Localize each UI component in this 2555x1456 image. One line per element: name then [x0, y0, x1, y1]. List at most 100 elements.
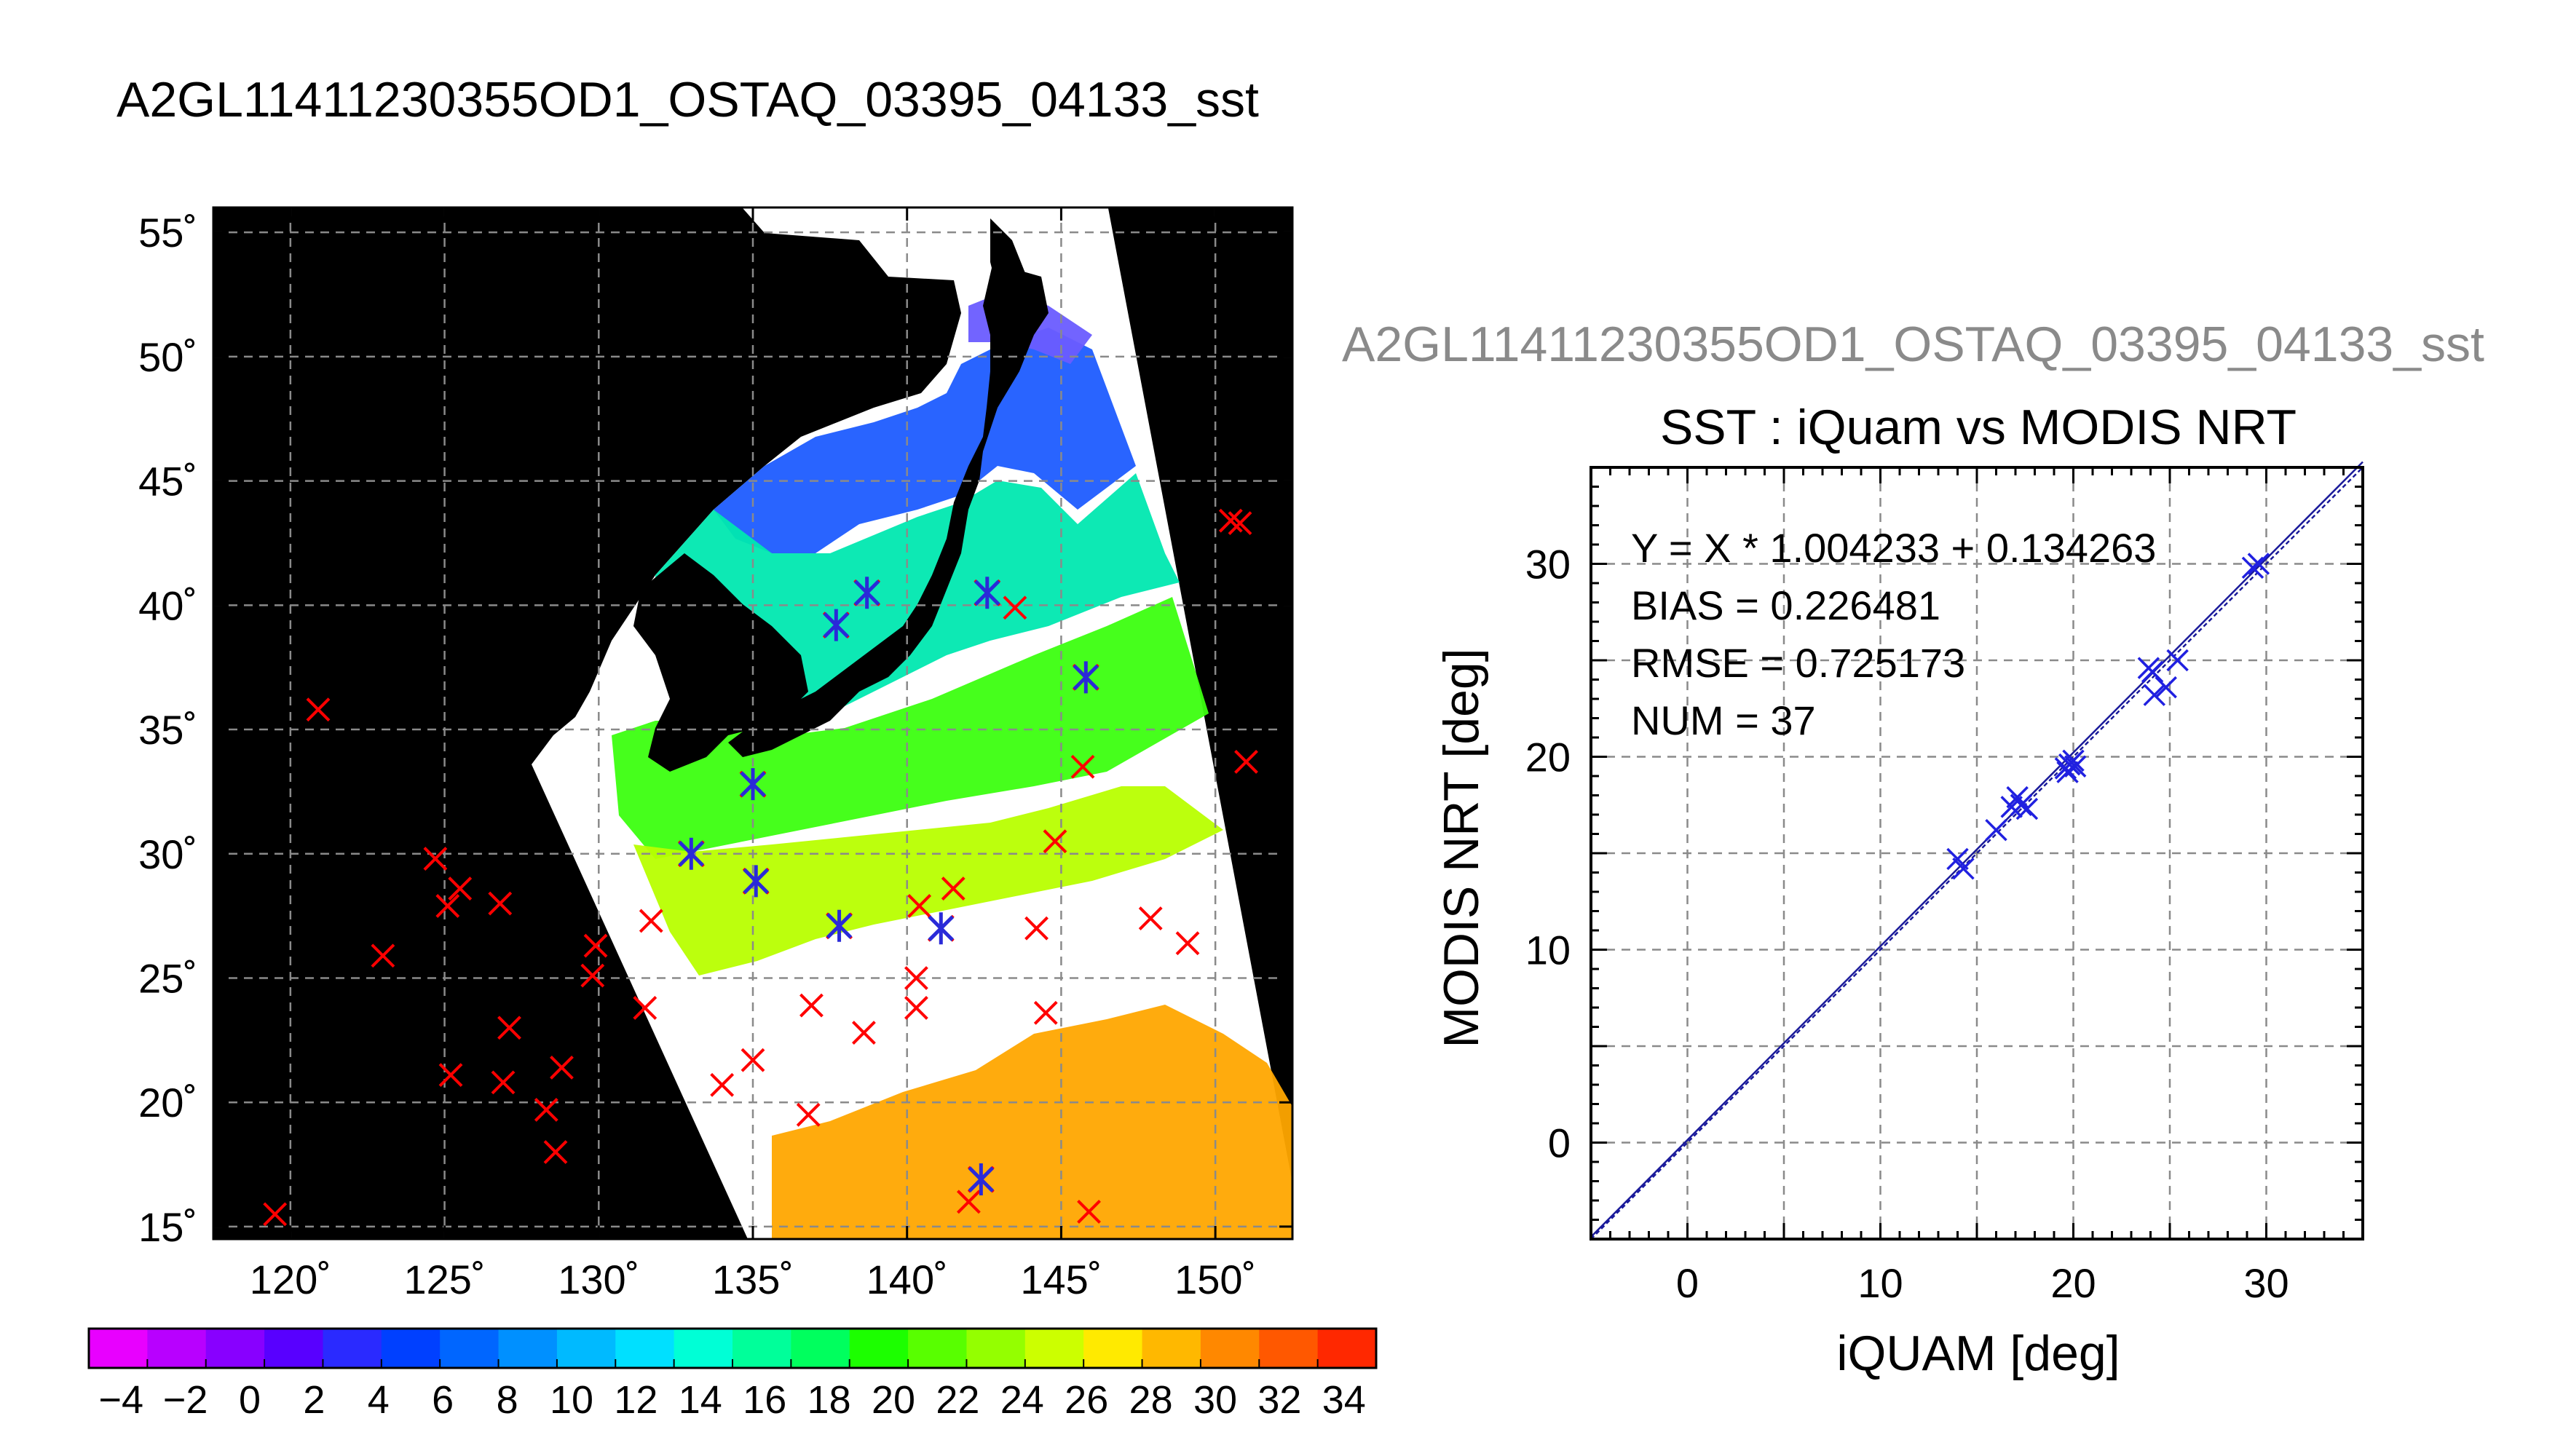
map-marker-matched — [1072, 661, 1099, 694]
map-marker-red — [371, 943, 395, 968]
colorbar-segment — [440, 1329, 499, 1368]
map-marker-blue-star — [740, 768, 766, 801]
scatter-ytick-label: 10 — [1525, 927, 1571, 973]
map-marker-blue-star — [1073, 661, 1099, 694]
map-marker-matched — [739, 768, 767, 801]
scatter-ytick-label: 0 — [1548, 1120, 1571, 1166]
colorbar-segment — [791, 1329, 850, 1368]
scatter-xtick-label: 0 — [1676, 1260, 1699, 1306]
colorbar-segment — [849, 1329, 909, 1368]
colorbar-segment — [1024, 1329, 1084, 1368]
map-marker-red — [497, 1016, 521, 1040]
regression-line — [1590, 461, 2364, 1238]
map-marker-blue-star — [678, 837, 705, 870]
colorbar-segment — [498, 1329, 558, 1368]
colorbar-label: 10 — [550, 1378, 593, 1422]
colorbar-label: 26 — [1065, 1378, 1108, 1422]
colorbar-segment — [732, 1329, 791, 1368]
colorbar-segment — [908, 1329, 967, 1368]
map-lat-tick-label: 15˚ — [138, 1204, 197, 1250]
colorbar-segment — [323, 1329, 382, 1368]
colorbar-segment — [264, 1329, 323, 1368]
map-markers — [263, 508, 1258, 1227]
map-marker-red — [263, 1202, 288, 1227]
colorbar-label: 34 — [1322, 1378, 1366, 1422]
map-marker-red — [1138, 906, 1163, 930]
map-marker-blue-star — [853, 577, 880, 609]
colorbar-segment — [1200, 1329, 1260, 1368]
page-title: A2GL11411230355OD1_OSTAQ_03395_04133_sst — [117, 72, 1259, 127]
scatter-xtick-label: 10 — [1857, 1260, 1903, 1306]
scatter-point — [1946, 847, 1969, 871]
map-marker-matched — [742, 865, 770, 898]
map-marker-red — [550, 1055, 574, 1080]
colorbar-label: 16 — [743, 1378, 786, 1422]
map-marker-red — [1234, 750, 1258, 774]
map-lon-tick-label: 125˚ — [404, 1257, 486, 1302]
scatter-xlabel: iQUAM [deg] — [1836, 1326, 2120, 1381]
map-marker-red — [852, 1021, 876, 1045]
scatter-stat-line: BIAS = 0.226481 — [1631, 582, 1940, 628]
colorbar-label: 24 — [1000, 1378, 1044, 1422]
scatter-point — [2241, 556, 2264, 579]
colorbar-segment — [205, 1329, 265, 1368]
map-marker-red — [534, 1098, 558, 1122]
colorbar-segment — [1259, 1329, 1319, 1368]
colorbar-label: −2 — [163, 1378, 208, 1422]
map-marker-blue-star — [974, 577, 1000, 609]
map-marker-red — [423, 847, 448, 871]
scatter-point — [2166, 649, 2189, 672]
scatter-xtick-label: 30 — [2243, 1260, 2289, 1306]
colorbar-segment — [966, 1329, 1026, 1368]
map-lat-tick-label: 45˚ — [138, 459, 197, 505]
colorbar-segment — [1142, 1329, 1201, 1368]
map-marker-red — [491, 1070, 516, 1095]
scatter-ylabel: MODIS NRT [deg] — [1434, 648, 1489, 1048]
map-lon-tick-label: 145˚ — [1020, 1257, 1102, 1302]
colorbar-segment — [674, 1329, 733, 1368]
map-marker-matched — [822, 609, 850, 641]
colorbar-segment — [556, 1329, 616, 1368]
map-marker-blue-star — [928, 912, 955, 945]
map-marker-red — [907, 894, 932, 918]
map-lat-tick-label: 40˚ — [138, 582, 197, 628]
map-lon-tick-label: 140˚ — [866, 1257, 948, 1302]
colorbar-label: 2 — [303, 1378, 325, 1422]
colorbar-label: 30 — [1193, 1378, 1237, 1422]
map-marker-red — [435, 894, 460, 918]
map-lat-tick-label: 30˚ — [138, 831, 197, 877]
scatter-point — [1985, 818, 2007, 842]
sst-band-orange — [772, 1005, 1292, 1239]
map-marker-red — [904, 966, 928, 990]
map-marker-red — [941, 877, 965, 901]
map-marker-blue-star — [743, 865, 770, 898]
map-lon-tick-label: 150˚ — [1174, 1257, 1256, 1302]
map-marker-blue-star — [826, 909, 853, 942]
scatter-gridlines — [1591, 467, 2363, 1239]
map-marker-matched — [853, 577, 881, 609]
colorbar-label: 28 — [1129, 1378, 1173, 1422]
scatter-xtick-label: 20 — [2050, 1260, 2096, 1306]
scatter-stat-line: NUM = 37 — [1631, 697, 1816, 743]
colorbar-segment — [1317, 1329, 1377, 1368]
colorbar-label: 0 — [239, 1378, 261, 1422]
map-marker-red — [639, 909, 663, 933]
scatter-point — [2247, 553, 2270, 575]
scatter-stat-line: RMSE = 0.725173 — [1631, 640, 1965, 686]
scatter-ytick-label: 30 — [1525, 542, 1571, 587]
colorbar-label: 4 — [368, 1378, 390, 1422]
map-lon-tick-label: 135˚ — [712, 1257, 794, 1302]
colorbar-segment — [615, 1329, 675, 1368]
sst-colorbar: −4 −2 0 2 4 6 8 10 12 14 16 18 20 22 24 26 28 30 32 34 — [87, 1327, 1378, 1422]
map-marker-red — [448, 877, 473, 901]
colorbar-segment — [1083, 1329, 1143, 1368]
map-axis-labels: 120˚ 125˚ 130˚ 135˚ 140˚ 145˚ 150˚ 55˚ 50˚ 45˚ 40˚… — [138, 210, 1256, 1302]
map-lon-tick-label: 120˚ — [250, 1257, 331, 1302]
scatter-point — [2143, 684, 2166, 706]
scatter-point — [2141, 660, 2164, 684]
map-marker-red — [306, 697, 331, 722]
map-marker-red — [583, 933, 608, 958]
map-lat-tick-label: 35˚ — [138, 707, 197, 753]
sst-band-cold — [714, 328, 1136, 553]
